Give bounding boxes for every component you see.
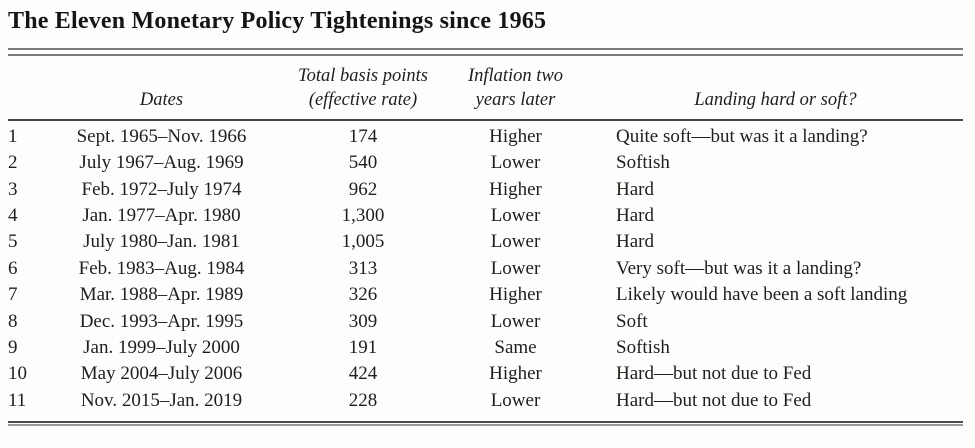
header-inflation-cell: Inflation two years later <box>443 64 588 119</box>
row-number: 3 <box>8 178 18 200</box>
table-row: 4 Jan. 1977–Apr. 1980 1,300 Lower Hard <box>8 203 963 229</box>
header-inflation-line2: years later <box>475 89 556 110</box>
bottom-double-rule <box>8 421 963 427</box>
row-inflation: Lower <box>490 204 541 226</box>
rule-line <box>8 421 963 424</box>
row-dates: Feb. 1972–July 1974 <box>81 178 242 200</box>
row-dates: Dec. 1993–Apr. 1995 <box>79 310 244 332</box>
row-dates: July 1980–Jan. 1981 <box>83 231 240 253</box>
header-basis-points-cell: Total basis points (effective rate) <box>283 64 443 119</box>
header-basis-points-line2: (effective rate) <box>308 89 418 110</box>
row-inflation: Higher <box>489 125 542 147</box>
row-landing: Likely would have been a soft landing <box>616 284 908 306</box>
row-number: 4 <box>8 204 18 226</box>
header-inflation-line1: Inflation two <box>467 65 564 86</box>
row-landing: Quite soft—but was it a landing? <box>616 125 868 147</box>
row-landing: Hard—but not due to Fed <box>616 363 812 385</box>
row-dates: Jan. 1977–Apr. 1980 <box>82 204 241 226</box>
row-inflation: Lower <box>490 257 541 279</box>
row-inflation: Lower <box>490 389 541 411</box>
row-basis-points: 962 <box>348 178 378 200</box>
row-landing: Softish <box>616 152 670 174</box>
rule-line <box>8 424 963 427</box>
row-dates: July 1967–Aug. 1969 <box>79 152 244 174</box>
row-number: 10 <box>8 363 27 385</box>
table-row: 11 Nov. 2015–Jan. 2019 228 Lower Hard—bu… <box>8 388 963 414</box>
table-row: 3 Feb. 1972–July 1974 962 Higher Hard <box>8 177 963 203</box>
row-landing: Soft <box>616 310 648 332</box>
row-landing: Softish <box>616 336 670 358</box>
table-row: 10 May 2004–July 2006 424 Higher Hard—bu… <box>8 361 963 387</box>
table-row: 2 July 1967–Aug. 1969 540 Lower Softish <box>8 150 963 176</box>
row-number: 8 <box>8 310 18 332</box>
row-number: 5 <box>8 231 18 253</box>
header-dates: Dates <box>139 89 184 110</box>
table-row: 6 Feb. 1983–Aug. 1984 313 Lower Very sof… <box>8 256 963 282</box>
table-body: 1 Sept. 1965–Nov. 1966 174 Higher Quite … <box>8 121 963 414</box>
table-row: 9 Jan. 1999–July 2000 191 Same Softish <box>8 335 963 361</box>
row-landing: Hard—but not due to Fed <box>616 389 812 411</box>
table-row: 7 Mar. 1988–Apr. 1989 326 Higher Likely … <box>8 282 963 308</box>
row-inflation: Lower <box>490 310 541 332</box>
table-row: 5 July 1980–Jan. 1981 1,005 Lower Hard <box>8 229 963 255</box>
header-landing: Landing hard or soft? <box>694 89 857 110</box>
top-double-rule <box>8 47 963 56</box>
row-number: 2 <box>8 152 18 174</box>
row-dates: Nov. 2015–Jan. 2019 <box>80 389 243 411</box>
header-number-spacer <box>8 112 40 119</box>
row-inflation: Same <box>494 336 537 358</box>
row-basis-points: 424 <box>348 363 378 385</box>
row-basis-points: 309 <box>348 310 378 332</box>
row-basis-points: 191 <box>348 336 378 358</box>
row-dates: May 2004–July 2006 <box>80 363 243 385</box>
row-dates: Mar. 1988–Apr. 1989 <box>79 284 244 306</box>
row-basis-points: 540 <box>348 152 378 174</box>
row-number: 6 <box>8 257 18 279</box>
row-basis-points: 313 <box>348 257 378 279</box>
row-inflation: Higher <box>489 178 542 200</box>
row-dates: Feb. 1983–Aug. 1984 <box>78 257 245 279</box>
row-inflation: Higher <box>489 363 542 385</box>
rule-line <box>8 47 963 50</box>
row-landing: Hard <box>616 231 654 253</box>
rule-line <box>8 53 963 56</box>
row-number: 1 <box>8 125 18 147</box>
row-dates: Jan. 1999–July 2000 <box>83 336 240 358</box>
row-number: 9 <box>8 336 18 358</box>
header-basis-points-line1: Total basis points <box>298 65 428 86</box>
row-inflation: Lower <box>490 152 541 174</box>
table-header-row: Dates Total basis points (effective rate… <box>8 56 963 119</box>
header-rule <box>8 118 963 121</box>
row-basis-points: 1,300 <box>341 204 385 226</box>
row-inflation: Lower <box>490 231 541 253</box>
row-inflation: Higher <box>489 284 542 306</box>
row-basis-points: 174 <box>348 125 378 147</box>
row-landing: Hard <box>616 204 654 226</box>
row-number: 11 <box>8 389 27 411</box>
row-basis-points: 1,005 <box>341 231 385 253</box>
row-landing: Very soft—but was it a landing? <box>616 257 862 279</box>
row-dates: Sept. 1965–Nov. 1966 <box>76 125 247 147</box>
row-number: 7 <box>8 284 18 306</box>
header-landing-cell: Landing hard or soft? <box>588 88 963 119</box>
header-dates-cell: Dates <box>40 88 283 119</box>
table-title: The Eleven Monetary Policy Tightenings s… <box>8 8 547 34</box>
row-basis-points: 228 <box>348 389 378 411</box>
row-landing: Hard <box>616 178 654 200</box>
table-row: 8 Dec. 1993–Apr. 1995 309 Lower Soft <box>8 309 963 335</box>
table-row: 1 Sept. 1965–Nov. 1966 174 Higher Quite … <box>8 124 963 150</box>
row-basis-points: 326 <box>348 284 378 306</box>
